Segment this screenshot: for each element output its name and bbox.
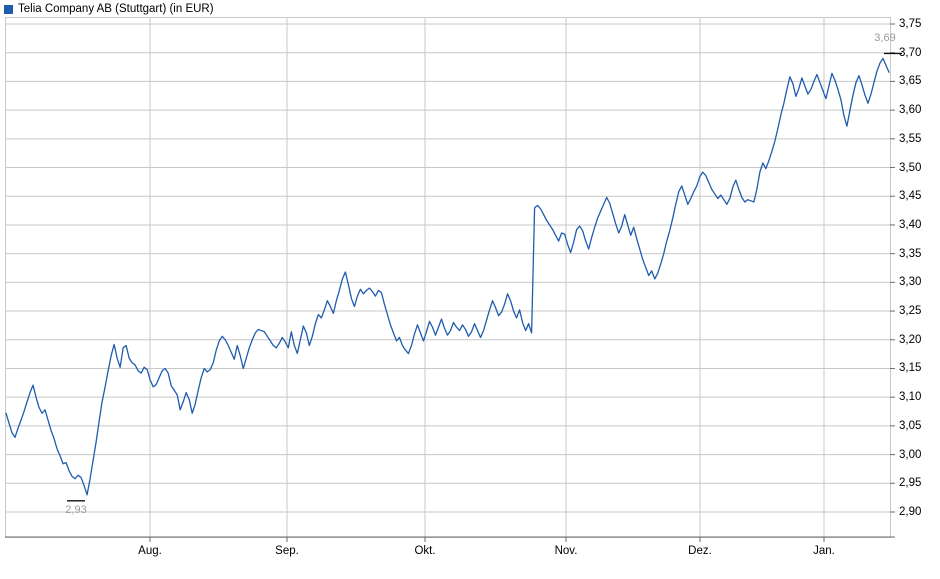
x-axis-ticks [5,18,895,542]
grid-lines [6,23,895,513]
y-axis-label: 3,45 [899,190,922,203]
y-axis-label: 3,25 [899,305,922,318]
y-axis-label: 3,30 [899,276,922,289]
legend-color-swatch [4,4,13,14]
y-axis-label: 3,05 [899,419,922,432]
y-axis-label: 3,50 [899,161,922,174]
high-value-label: 3,69 [874,32,896,45]
y-axis-label: 3,00 [899,448,922,461]
x-axis-label: Nov. [554,545,578,557]
chart-legend: Telia Company AB (Stuttgart) (in EUR) [4,2,214,16]
price-series [5,57,890,496]
extreme-markers [67,52,902,502]
y-axis-label: 3,20 [899,333,922,346]
y-axis-label: 3,35 [899,247,922,260]
y-axis-label: 3,65 [899,75,922,88]
x-axis-label: Okt. [414,545,436,557]
x-axis-label: Jan. [813,545,835,557]
y-axis-label: 2,90 [899,506,922,518]
y-axis-label: 3,10 [899,391,922,404]
y-axis-label: 3,40 [899,218,922,231]
x-axis-label: Aug. [138,545,162,557]
y-axis-label: 3,55 [899,132,922,145]
price-line [5,57,890,496]
chart-title: Telia Company AB (Stuttgart) (in EUR) [18,3,214,15]
y-axis-label: 3,15 [899,362,922,375]
x-axis-label: Dez. [688,545,712,557]
low-value-label: 2,93 [65,503,87,516]
y-axis-label: 3,75 [899,18,922,30]
y-axis-label: 3,60 [899,104,922,117]
x-axis-label: Sep. [275,545,299,557]
y-axis-label: 3,70 [899,46,922,59]
y-axis-label: 2,95 [899,477,922,490]
plot-area [5,17,891,538]
